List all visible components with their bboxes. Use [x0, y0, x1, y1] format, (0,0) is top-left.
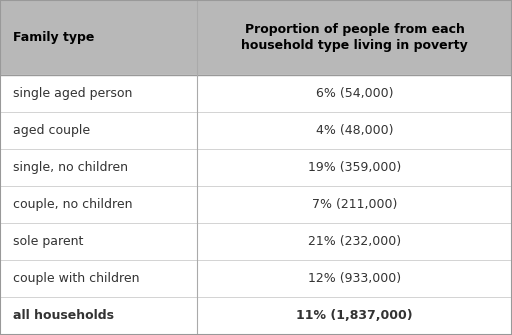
Text: all households: all households	[13, 309, 114, 322]
Bar	[0, 297, 512, 334]
Bar	[0, 149, 512, 186]
Text: sole parent: sole parent	[13, 235, 83, 248]
Bar	[0, 112, 512, 149]
Bar	[0, 75, 512, 112]
Bar	[0, 0, 512, 75]
Text: single, no children: single, no children	[13, 161, 128, 174]
Text: 7% (211,000): 7% (211,000)	[312, 198, 397, 211]
Bar	[0, 186, 512, 223]
Text: 11% (1,837,000): 11% (1,837,000)	[296, 309, 413, 322]
Text: 21% (232,000): 21% (232,000)	[308, 235, 401, 248]
Text: 4% (48,000): 4% (48,000)	[316, 124, 393, 137]
Text: 19% (359,000): 19% (359,000)	[308, 161, 401, 174]
Text: couple with children: couple with children	[13, 272, 139, 285]
Text: couple, no children: couple, no children	[13, 198, 132, 211]
Bar	[0, 260, 512, 297]
Text: aged couple: aged couple	[13, 124, 90, 137]
Text: single aged person: single aged person	[13, 87, 132, 100]
Text: Proportion of people from each
household type living in poverty: Proportion of people from each household…	[241, 23, 468, 52]
Text: Family type: Family type	[13, 31, 94, 44]
Text: 12% (933,000): 12% (933,000)	[308, 272, 401, 285]
Text: 6% (54,000): 6% (54,000)	[316, 87, 393, 100]
Bar	[0, 223, 512, 260]
